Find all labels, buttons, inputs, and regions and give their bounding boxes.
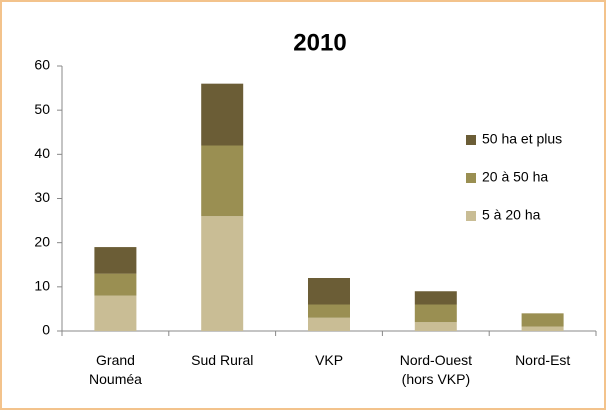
bar-segment xyxy=(308,317,350,331)
bar-segment xyxy=(521,313,564,327)
y-tick-label: 10 xyxy=(34,278,50,294)
bar-segment xyxy=(308,304,350,318)
bar-segment xyxy=(94,247,137,274)
x-tick-label: Nord-Ouest (hors VKP) xyxy=(399,352,473,387)
x-tick-label: Nord-Est xyxy=(515,352,571,368)
y-tick-label: 20 xyxy=(34,233,50,249)
bar-segment xyxy=(201,83,244,146)
y-tick-label: 40 xyxy=(34,145,50,161)
legend-swatch xyxy=(466,135,476,145)
y-tick-label: 60 xyxy=(34,57,50,73)
y-tick-label: 50 xyxy=(34,101,50,117)
bar-segment xyxy=(414,322,457,331)
legend-label: 50 ha et plus xyxy=(482,131,562,147)
bar-segment xyxy=(308,278,350,305)
legend-label: 20 à 50 ha xyxy=(482,169,548,185)
bar-segment xyxy=(414,304,457,323)
chart-title: 2010 xyxy=(293,29,346,56)
bar-segment xyxy=(201,216,244,331)
bar-segment xyxy=(94,295,137,331)
x-tick-label: Grand Nouméa xyxy=(89,352,142,387)
bar-segment xyxy=(94,273,137,296)
legend-label: 5 à 20 ha xyxy=(482,207,541,223)
y-tick-label: 30 xyxy=(34,189,50,205)
bar-segment xyxy=(414,291,457,305)
x-tick-label: Sud Rural xyxy=(191,352,254,368)
legend-swatch xyxy=(466,211,476,221)
x-tick-label: VKP xyxy=(315,352,344,368)
legend-swatch xyxy=(466,173,476,183)
y-tick-label: 0 xyxy=(42,322,50,338)
bar-segment xyxy=(201,145,244,217)
bar-segment xyxy=(521,326,564,331)
